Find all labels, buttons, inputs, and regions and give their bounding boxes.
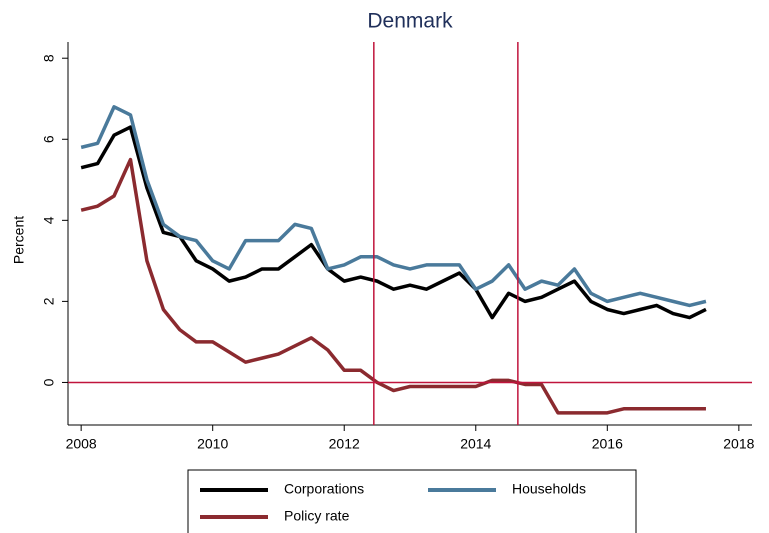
- x-tick-label: 2016: [592, 436, 623, 452]
- y-tick-label: 8: [41, 54, 57, 62]
- legend-label: Corporations: [284, 481, 364, 497]
- y-axis-label: Percent: [11, 216, 27, 264]
- x-tick-label: 2012: [329, 436, 360, 452]
- chart-title: Denmark: [367, 10, 453, 33]
- line-series: [80, 157, 706, 415]
- line-series: [80, 125, 707, 320]
- y-tick-label: 4: [41, 216, 57, 224]
- legend-box: [187, 469, 637, 533]
- x-tick-label: 2018: [723, 436, 754, 452]
- y-tick-label: 0: [41, 378, 57, 386]
- line-series: [80, 105, 707, 308]
- x-tick-label: 2008: [66, 436, 97, 452]
- legend-label: Policy rate: [284, 508, 350, 524]
- x-tick-label: 2014: [460, 436, 491, 452]
- x-tick-label: 2010: [197, 436, 228, 452]
- y-tick-label: 2: [41, 297, 57, 305]
- legend-label: Households: [512, 481, 586, 497]
- y-tick-label: 6: [41, 135, 57, 143]
